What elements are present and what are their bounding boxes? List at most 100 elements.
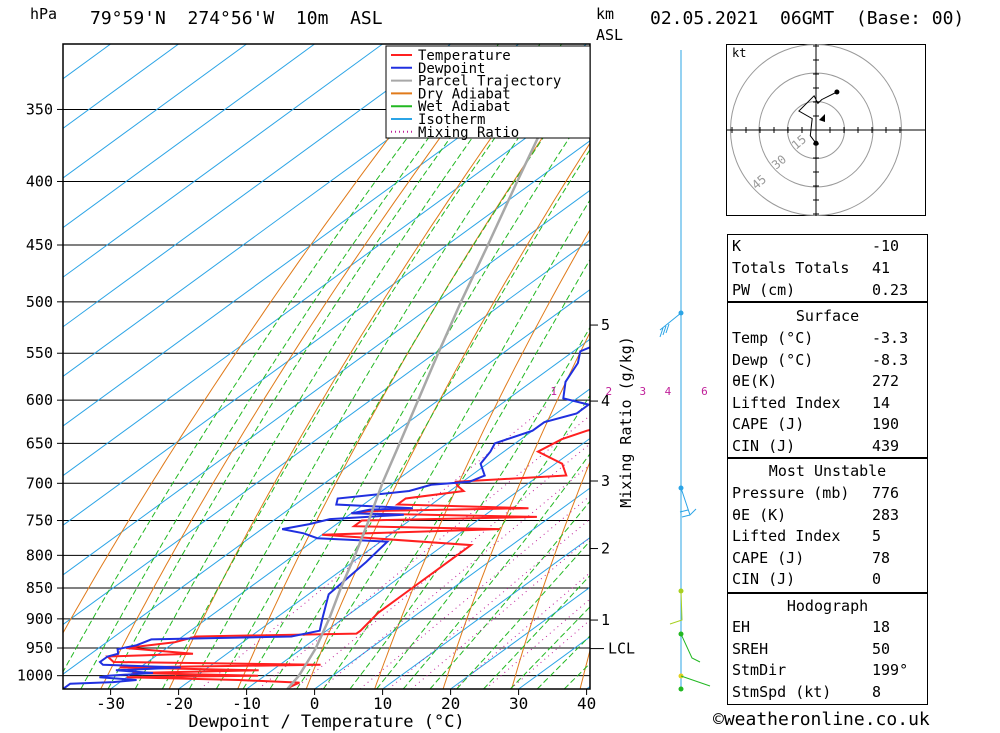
y-tick-label: 800: [26, 546, 53, 564]
mixing-ratio-line: [294, 443, 590, 689]
wet-adiabat-line: [63, 44, 479, 673]
index-value: 0: [872, 570, 882, 588]
dry-adiabat-line: [305, 142, 590, 689]
wind-marker: [678, 686, 684, 692]
wet-adiabat-line: [349, 326, 590, 689]
dry-adiabat-line: [923, 53, 1000, 689]
index-section-title: Surface: [795, 307, 860, 325]
most-unstable-box: [727, 458, 928, 593]
index-value: 5: [872, 527, 882, 545]
y-tick-label: 650: [26, 434, 53, 452]
wet-adiabat-line: [456, 540, 590, 689]
km-tick-label: 5: [601, 316, 610, 334]
legend-label: Mixing Ratio: [418, 125, 519, 141]
km-tick-label: 1: [601, 611, 610, 629]
isotherm-line: [63, 44, 519, 378]
y-tick-label: 550: [26, 344, 53, 362]
isotherm-line: [63, 90, 590, 477]
dry-adiabat-line: [374, 228, 590, 689]
mixing-ratio-axis-title: Mixing Ratio (g/kg): [617, 336, 635, 508]
wind-barb: [659, 312, 682, 338]
isotherm-line: [63, 44, 451, 328]
y-tick-label: 450: [26, 236, 53, 254]
legend-label: Wet Adiabat: [418, 99, 511, 115]
hodograph-trace: [798, 91, 838, 144]
datetime-title: 02.05.2021 06GMT (Base: 00): [650, 8, 965, 29]
y-tick-label: 600: [26, 391, 53, 409]
wind-barb: [679, 487, 697, 518]
mixing-ratio-line: [411, 536, 590, 689]
x-axis-label: Dewpoint / Temperature (°C): [188, 712, 464, 732]
plot-frame: [62, 43, 591, 690]
dry-adiabat-line: [168, 52, 552, 689]
y-tick-label: 850: [26, 579, 53, 597]
x-tick-label: 10: [373, 694, 392, 713]
legend-box: [385, 45, 591, 139]
isotherm-line: [110, 338, 590, 689]
y-tick-label: 400: [26, 172, 53, 190]
index-value: 199°: [872, 661, 909, 679]
hodograph-unit-label: kt: [732, 46, 746, 60]
mixing-ratio-label: 6: [701, 385, 708, 398]
index-label: EH: [732, 618, 751, 636]
isotherm-line: [63, 239, 590, 626]
index-value: -8.3: [872, 350, 909, 369]
index-label: CAPE (J): [732, 548, 805, 567]
parcel-trajectory-line: [286, 77, 566, 689]
x-tick-label: 40: [577, 694, 596, 713]
y-tick-label: 900: [26, 610, 53, 628]
index-value: 439: [872, 436, 900, 455]
wind-barb: [669, 590, 683, 625]
index-value: 50: [872, 639, 891, 658]
y-tick-label: 750: [26, 512, 53, 530]
isotherm-line: [178, 388, 590, 689]
isotherm-line: [63, 140, 590, 526]
wet-adiabat-line: [107, 44, 520, 689]
index-value: -3.3: [872, 329, 909, 347]
index-value: 18: [872, 618, 891, 636]
index-label: StmDir: [732, 661, 787, 679]
index-value: 776: [872, 484, 900, 502]
index-label: CAPE (J): [732, 415, 805, 433]
legend-label: Isotherm: [418, 112, 485, 128]
wet-adiabat-line: [509, 606, 590, 689]
index-value: 0.23: [872, 281, 909, 299]
index-label: CIN (J): [732, 570, 796, 588]
dry-adiabat-line: [100, 52, 504, 689]
wet-adiabat-line: [215, 68, 590, 689]
y-tick-label: 700: [26, 474, 53, 492]
index-value: 14: [872, 393, 891, 412]
location-title: 79°59'N 274°56'W 10m ASL: [90, 8, 383, 29]
index-label: K: [732, 237, 742, 255]
dry-adiabat-line: [511, 460, 590, 689]
dry-adiabat-line: [237, 66, 590, 689]
isotherm-line: [382, 537, 590, 689]
x-tick-label: 0: [310, 694, 320, 713]
x-tick-label: 30: [509, 694, 528, 713]
wet-adiabat-line: [161, 44, 563, 689]
index-section-title: Most Unstable: [768, 462, 887, 480]
index-value: -10: [872, 237, 900, 255]
legend-label: Dry Adiabat: [418, 86, 511, 102]
legend-label: Parcel Trajectory: [418, 74, 561, 90]
lcl-label: LCL: [608, 640, 635, 658]
isotherm-line: [63, 44, 587, 427]
wet-adiabat-line: [242, 105, 590, 689]
index-value: 190: [872, 415, 900, 433]
isotherm-line: [63, 44, 247, 179]
index-label: CIN (J): [732, 436, 796, 455]
temperature-line: [105, 428, 590, 689]
legend-label: Dewpoint: [418, 61, 485, 77]
x-tick-label: -20: [164, 694, 193, 713]
index-label: Lifted Index: [732, 527, 841, 545]
km-tick-label: 3: [601, 472, 610, 490]
isotherm-line: [63, 288, 590, 675]
x-tick-label: -10: [232, 694, 261, 713]
mixing-ratio-label: 2: [605, 385, 612, 398]
index-label: Temp (°C): [732, 329, 814, 347]
copyright-text: ©weatheronline.co.uk: [713, 709, 930, 730]
index-label: Dewp (°C): [732, 350, 814, 369]
y-tick-label: 500: [26, 293, 53, 311]
index-label: PW (cm): [732, 281, 796, 299]
storm-motion-marker: [819, 114, 825, 122]
